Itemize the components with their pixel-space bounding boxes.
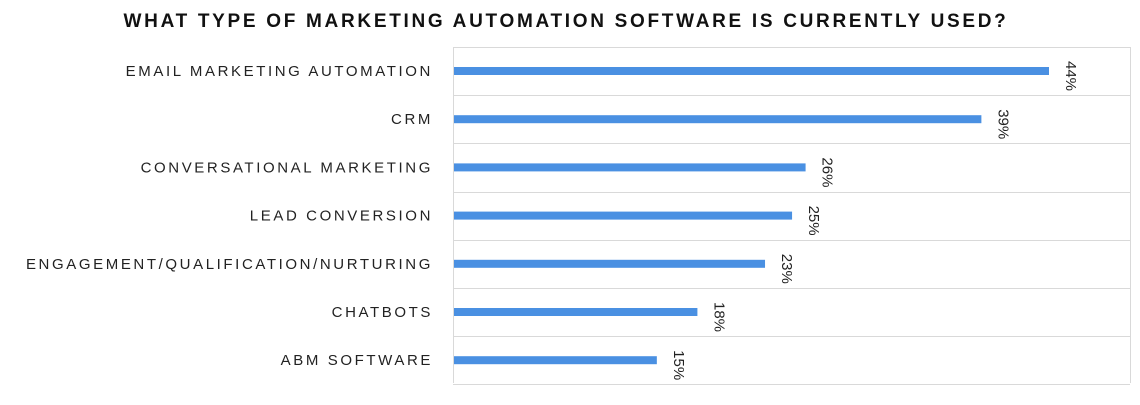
category-label: EMAIL MARKETING AUTOMATION bbox=[126, 63, 433, 80]
value-labels: 44% 39% 26% 25% 23% 18% 15% bbox=[670, 61, 1079, 380]
category-label: LEAD CONVERSION bbox=[250, 208, 433, 225]
category-label: CONVERSATIONAL MARKETING bbox=[141, 159, 433, 176]
bar bbox=[454, 163, 806, 172]
data-label: 25% bbox=[805, 206, 822, 236]
bar bbox=[454, 115, 982, 124]
data-label: 15% bbox=[670, 350, 687, 380]
bars bbox=[454, 67, 1049, 365]
data-label: 23% bbox=[778, 254, 795, 284]
chart-title: WHAT TYPE OF MARKETING AUTOMATION SOFTWA… bbox=[124, 11, 1009, 32]
category-label: ENGAGEMENT/QUALIFICATION/NURTURING bbox=[26, 256, 433, 273]
category-label: CRM bbox=[391, 111, 433, 128]
grid-lines bbox=[453, 47, 1131, 385]
bar bbox=[454, 356, 657, 365]
category-label: CHATBOTS bbox=[332, 304, 433, 321]
data-label: 18% bbox=[710, 302, 727, 332]
bar bbox=[454, 259, 766, 268]
bar bbox=[454, 211, 793, 220]
data-label: 39% bbox=[994, 109, 1011, 139]
bar bbox=[454, 67, 1049, 75]
data-label: 44% bbox=[1062, 61, 1079, 91]
data-label: 26% bbox=[819, 157, 836, 187]
category-labels: EMAIL MARKETING AUTOMATION CRM CONVERSATIO… bbox=[26, 63, 433, 369]
category-label: ABM SOFTWARE bbox=[281, 352, 433, 369]
bar bbox=[454, 308, 698, 316]
